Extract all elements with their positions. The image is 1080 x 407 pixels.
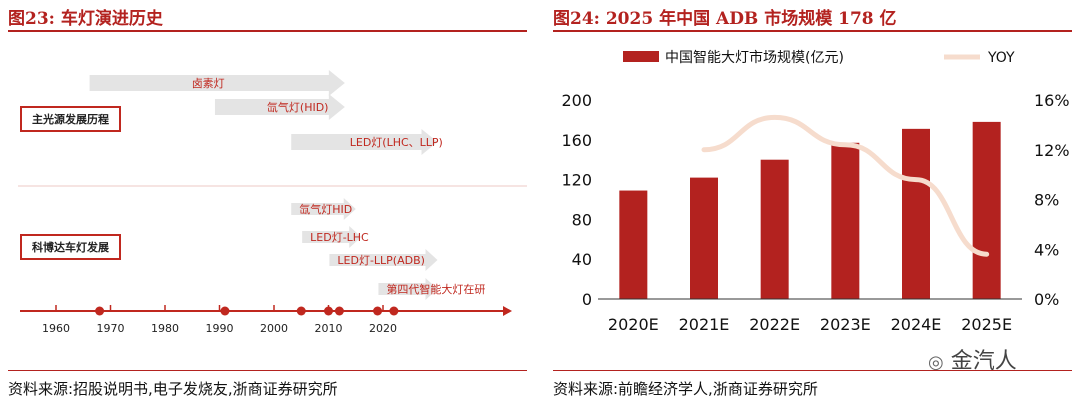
arrow-label: 氙气灯(HID): [267, 100, 329, 114]
y-right-tick-label: 4%: [1034, 240, 1059, 259]
smart-light-label: 科博达车灯发展: [20, 234, 121, 260]
evolution-arrow: [214, 94, 345, 120]
bars-group: [619, 121, 1001, 299]
bar-2025E: [972, 121, 1001, 299]
yoy-line: [701, 114, 990, 257]
arrow-label: 第四代智能大灯在研: [386, 282, 485, 296]
left-panel-title: 图23: 车灯演进历史: [8, 9, 163, 29]
left-source-note: 资料来源:招股说明书,电子发烧友,浙商证券研究所: [8, 380, 338, 398]
chart-legend: 中国智能大灯市场规模(亿元) YOY: [623, 49, 1015, 66]
evolution-arrow: [329, 249, 438, 271]
y-left-tick-label: 160: [561, 131, 592, 150]
y-left-tick-label: 0: [582, 290, 592, 309]
left-source-rule: [8, 370, 527, 371]
timeline-dot: [296, 306, 306, 316]
y-right-tick-label: 16%: [1034, 91, 1070, 110]
light-source-label: 主光源发展历程: [20, 106, 121, 132]
watermark-text: 金汽人: [950, 349, 1017, 374]
bar-2022E: [760, 159, 789, 299]
timeline-tick-label: 1970: [97, 322, 125, 335]
adb-market-chart: 中国智能大灯市场规模(亿元) YOY 2020E 2021E 2022E 2023E 20…: [561, 49, 1069, 334]
right-panel-title: 图24: 2025 年中国 ADB 市场规模 178 亿: [553, 9, 897, 29]
watermark: ◎ 金汽人: [928, 343, 1017, 375]
y-left-tick-label: 120: [561, 171, 592, 190]
y-left-tick-label: 40: [572, 250, 592, 269]
arrow-label: LED灯-LLP(ADB): [337, 254, 425, 267]
timeline-dot: [373, 306, 383, 316]
bar-2023E: [831, 142, 860, 299]
timeline-tick-label: 1980: [151, 322, 179, 335]
y-right-tick-label: 0%: [1034, 290, 1059, 309]
evolution-arrow: [302, 226, 362, 248]
y-right-tick-label: 8%: [1034, 191, 1059, 210]
x-tick-label: 2021E: [679, 315, 730, 334]
evolution-arrow: [291, 129, 438, 155]
x-tick-label: 2020E: [608, 315, 659, 334]
timeline-tick-label: 2000: [260, 322, 288, 335]
y-left-tick-label: 200: [561, 91, 592, 110]
left-title-rule: [8, 30, 527, 32]
x-tick-label: 2024E: [891, 315, 942, 334]
timeline-dot: [220, 306, 230, 316]
x-tick-label: 2025E: [961, 315, 1012, 334]
timeline-tick-label: 1960: [42, 322, 70, 335]
legend-bar-swatch: [623, 51, 659, 62]
legend-bar-label: 中国智能大灯市场规模(亿元): [665, 49, 844, 66]
timeline-tick-label: 2020: [369, 322, 397, 335]
timeline-tick-label: 1990: [206, 322, 234, 335]
legend-line-label: YOY: [987, 50, 1015, 66]
bar-2024E: [902, 128, 930, 299]
timeline-tick-label: 2010: [315, 322, 343, 335]
x-tick-label: 2023E: [820, 315, 871, 334]
right-title-rule: [553, 30, 1072, 32]
timeline-dot: [324, 306, 333, 316]
wechat-icon: ◎: [928, 352, 944, 373]
evolution-arrow: [291, 198, 356, 220]
right-source-rule: [553, 370, 1072, 371]
chart-axes: 2020E 2021E 2022E 2023E 2024E 2025E 0 40 80 120 16…: [561, 91, 1069, 334]
arrow-label: 卤素灯: [192, 77, 225, 90]
x-tick-label: 2022E: [749, 315, 800, 334]
y-right-tick-label: 12%: [1034, 141, 1070, 160]
timeline-dot: [334, 306, 344, 316]
bar-2020E: [619, 190, 648, 299]
arrow-label: 氙气灯HID: [299, 202, 352, 216]
yoy-line-group: [701, 114, 990, 257]
arrow-label: LED灯-LHC: [310, 231, 369, 244]
bar-2021E: [690, 177, 718, 299]
timeline-axis: 1960 1970 1980 1990 2000 2010 2020: [20, 305, 512, 335]
evolution-arrow: [378, 278, 438, 300]
timeline-dot: [389, 306, 399, 316]
arrow-label: LED灯(LHC、LLP): [350, 136, 443, 149]
right-source-note: 资料来源:前瞻经济学人,浙商证券研究所: [553, 380, 818, 398]
timeline-arrowhead: [503, 306, 512, 316]
evolution-arrow: [89, 70, 345, 96]
y-left-tick-label: 80: [572, 210, 592, 229]
timeline-dot: [95, 306, 105, 316]
